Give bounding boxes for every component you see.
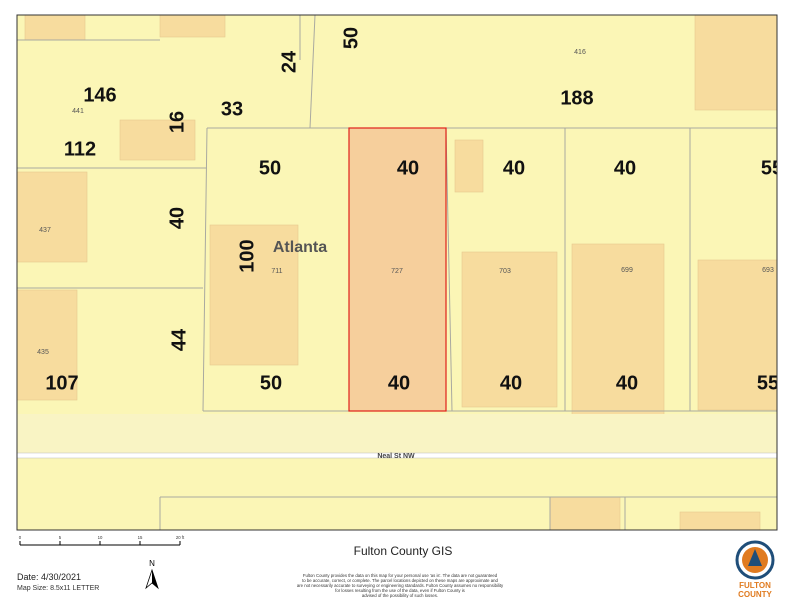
north-label: N <box>149 559 155 568</box>
disclaimer: for losses resulting from the use of the… <box>335 588 465 593</box>
dimension: 40 <box>614 157 636 179</box>
scale-label: 20 ft <box>176 535 185 540</box>
scale-bar: 0 5 10 15 20 ft <box>19 535 185 546</box>
north-arrow: N <box>145 559 159 590</box>
dimension: 100 <box>236 239 258 272</box>
dimension: 40 <box>503 157 525 179</box>
dimension: 33 <box>221 98 243 120</box>
logo-text: FULTON <box>739 581 771 590</box>
map-frame <box>16 14 778 531</box>
address: 693 <box>762 267 774 274</box>
dimension: 50 <box>259 157 281 179</box>
dimension: 55 <box>757 372 779 394</box>
street-label: Neal St NW <box>377 453 415 460</box>
dimension: 107 <box>45 372 78 394</box>
address: 699 <box>621 267 633 274</box>
dimension: 112 <box>64 138 96 160</box>
logo-text: COUNTY <box>738 590 772 599</box>
dimension: 55 <box>761 157 783 179</box>
dimension: 40 <box>397 157 419 179</box>
address: 435 <box>37 349 49 356</box>
scale-label: 5 <box>59 535 62 540</box>
scale-label: 0 <box>19 535 22 540</box>
address: 416 <box>574 49 586 56</box>
address: 437 <box>39 227 51 234</box>
scale-label: 15 <box>138 535 143 540</box>
map-size: Map Size: 8.5x11 LETTER <box>17 585 99 592</box>
dimension: 40 <box>388 372 410 394</box>
dimension: 16 <box>166 111 188 133</box>
address: 441 <box>72 108 84 115</box>
logo: FULTON COUNTY <box>735 540 775 599</box>
disclaimer: advised of the possibility of such losse… <box>362 593 438 598</box>
place-label: Atlanta <box>273 239 327 256</box>
date: Date: 4/30/2021 <box>17 572 81 582</box>
selected-parcel[interactable] <box>348 127 447 412</box>
map: 50 24 146 33 188 16 112 50 40 40 40 55 4… <box>17 15 783 530</box>
dimension: 40 <box>166 207 188 229</box>
disclaimer: to be accurate, correct, or complete. Th… <box>302 578 498 583</box>
dimension: 188 <box>560 87 593 109</box>
dimension: 44 <box>168 328 190 351</box>
footer-title: Fulton County GIS <box>354 544 453 558</box>
disclaimer: are not necessarily accurate to surveyin… <box>297 583 504 588</box>
dimension: 24 <box>278 50 300 73</box>
disclaimer: Fulton County provides the data on this … <box>303 573 498 578</box>
dimension: 40 <box>500 372 522 394</box>
dimension: 146 <box>83 84 116 106</box>
dimension: 50 <box>260 372 282 394</box>
address: 711 <box>271 268 282 275</box>
dimension: 50 <box>340 27 362 49</box>
address: 703 <box>499 268 511 275</box>
address: 727 <box>391 268 403 275</box>
dimension: 40 <box>616 372 638 394</box>
scale-label: 10 <box>98 535 103 540</box>
